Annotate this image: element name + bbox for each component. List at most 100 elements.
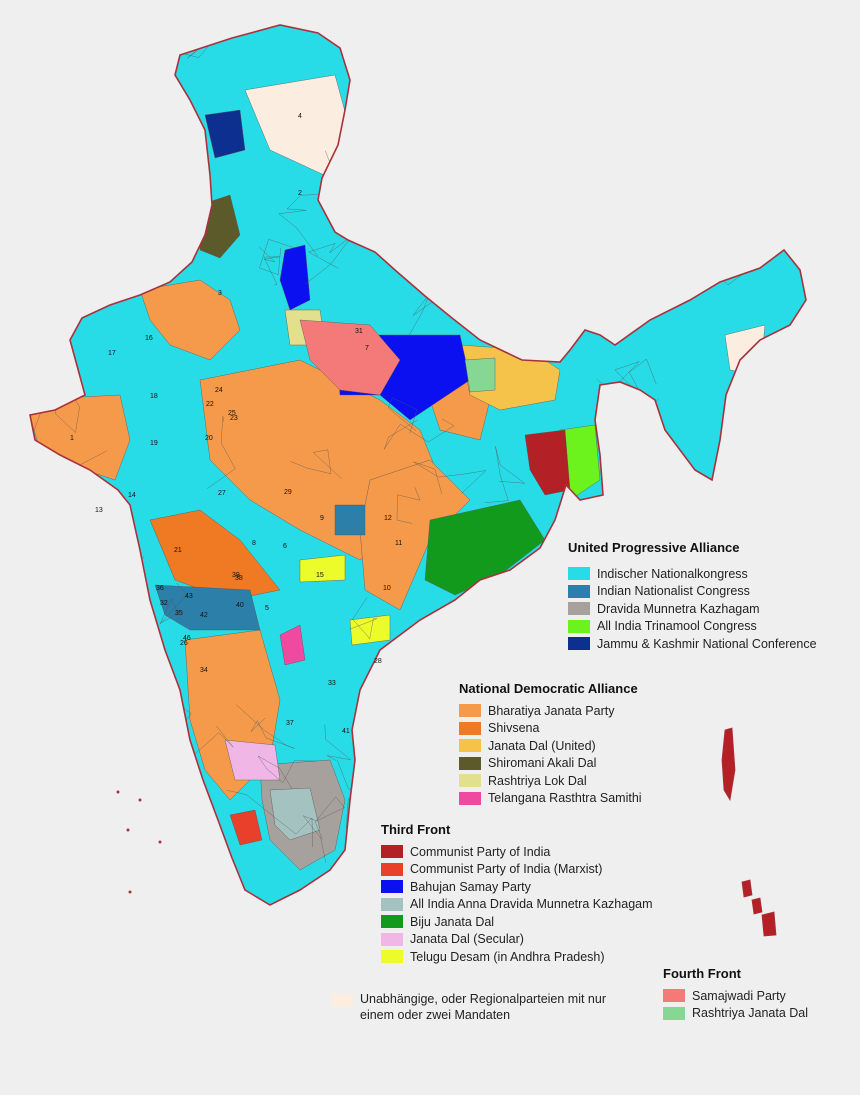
legend-item-label: All India Trinamool Congress (597, 619, 757, 634)
region-number: 9 (320, 515, 324, 522)
region-rjd (464, 357, 496, 393)
district-line (0, 329, 29, 407)
legend-item: Samajwadi Party (663, 987, 808, 1005)
region-number: 15 (316, 572, 324, 579)
region-number: 10 (383, 585, 391, 592)
district-line (573, 42, 629, 77)
district-line (163, 806, 188, 875)
region-tdp-2 (299, 554, 346, 583)
region-bjp-chhattisgarh (359, 459, 471, 611)
district-line (387, 397, 418, 434)
district-line (258, 246, 280, 286)
legend-swatch (381, 950, 403, 964)
legend-item-label: Dravida Munnetra Kazhagam (597, 601, 760, 616)
nicobar-islands-1 (741, 879, 753, 898)
region-number: 26 (180, 640, 188, 647)
region-number: 18 (150, 393, 158, 400)
region-number: 29 (284, 489, 292, 496)
legend-item-label: Indischer Nationalkongress (597, 566, 748, 581)
region-number: 4 (298, 113, 302, 120)
district-line (74, 118, 139, 180)
legend-item-label: Indian Nationalist Congress (597, 584, 750, 599)
legend-item: Telugu Desam (in Andhra Pradesh) (381, 948, 653, 966)
region-number: 1 (70, 435, 74, 442)
region-bjp-gujarat (30, 394, 131, 481)
district-line (665, 886, 721, 905)
district-line (348, 131, 391, 168)
region-number: 34 (200, 667, 208, 674)
legend-independents: Unabhängige, oder Regionalparteien mit n… (331, 991, 610, 1023)
region-number: 14 (128, 492, 136, 499)
legend-item-label: All India Anna Dravida Munnetra Kazhagam (410, 897, 653, 912)
region-tdp (349, 614, 391, 646)
legend-swatch (568, 619, 590, 633)
district-line (484, 446, 526, 503)
legend-swatch (568, 584, 590, 598)
region-number: 31 (355, 328, 363, 335)
legend-item: Communist Party of India (381, 843, 653, 861)
district-line (42, 754, 82, 806)
lakshadweep-island-1 (116, 790, 120, 794)
district-line (0, 172, 22, 223)
region-number: 5 (265, 605, 269, 612)
legend-swatch (459, 774, 481, 788)
legend-item-label: Shivsena (488, 721, 540, 736)
legend-swatch (381, 880, 403, 894)
region-number: 28 (374, 658, 382, 665)
legend-swatch (381, 915, 403, 929)
nicobar-islands-2 (751, 897, 763, 915)
region-ncp-2 (334, 504, 366, 536)
legend-swatch (381, 845, 403, 859)
legend-swatch (663, 1006, 685, 1020)
district-line (325, 150, 381, 228)
legend-fourth-title: Fourth Front (663, 966, 741, 981)
legend-swatch (459, 756, 481, 770)
legend-upa-title: United Progressive Alliance (568, 540, 740, 555)
district-line (745, 32, 791, 101)
legend-swatch (459, 791, 481, 805)
islands (116, 727, 777, 937)
region-number: 17 (108, 350, 116, 357)
legend-item-label: Samajwadi Party (692, 988, 786, 1003)
legend-swatch (331, 994, 353, 1007)
region-number: 25 (228, 410, 236, 417)
district-line (186, 25, 219, 59)
legend-item: Shiromani Akali Dal (459, 755, 642, 773)
region-number: 33 (328, 680, 336, 687)
district-line (302, 796, 345, 863)
region-number: 40 (236, 602, 244, 609)
district-line (524, 25, 555, 37)
legend-item: Dravida Munnetra Kazhagam (568, 600, 817, 618)
district-line (71, 193, 117, 236)
district-line (729, 186, 800, 230)
lakshadweep-island-2 (138, 798, 142, 802)
legend-swatch (568, 602, 590, 616)
legend-item-label: Janata Dal (Secular) (410, 932, 524, 947)
region-bsp (279, 244, 311, 311)
region-shivsena (149, 509, 281, 601)
legend-item-label: Janata Dal (United) (488, 738, 596, 753)
legend-item-label: Bharatiya Janata Party (488, 703, 615, 718)
legend-item-label: Biju Janata Dal (410, 914, 495, 929)
region-number: 27 (218, 490, 226, 497)
region-number: 42 (200, 612, 208, 619)
legend-item: Shivsena (459, 720, 642, 738)
district-line (437, 191, 465, 227)
legend-item: Biju Janata Dal (381, 913, 653, 931)
region-number: 16 (145, 335, 153, 342)
district-line (62, 119, 97, 158)
legend-item: All India Trinamool Congress (568, 618, 817, 636)
region-number: 3 (218, 290, 222, 297)
district-line (157, 777, 211, 830)
legend-item: Bahujan Samay Party (381, 878, 653, 896)
lakshadweep-island-3 (126, 828, 130, 832)
district-line (236, 704, 295, 749)
district-line (396, 487, 421, 524)
region-trs (279, 624, 306, 666)
district-line (290, 449, 342, 479)
district-line (562, 273, 593, 295)
region-ncp (154, 584, 261, 631)
district-line (59, 95, 86, 157)
legend-item: Rashtriya Janata Dal (663, 1005, 808, 1023)
